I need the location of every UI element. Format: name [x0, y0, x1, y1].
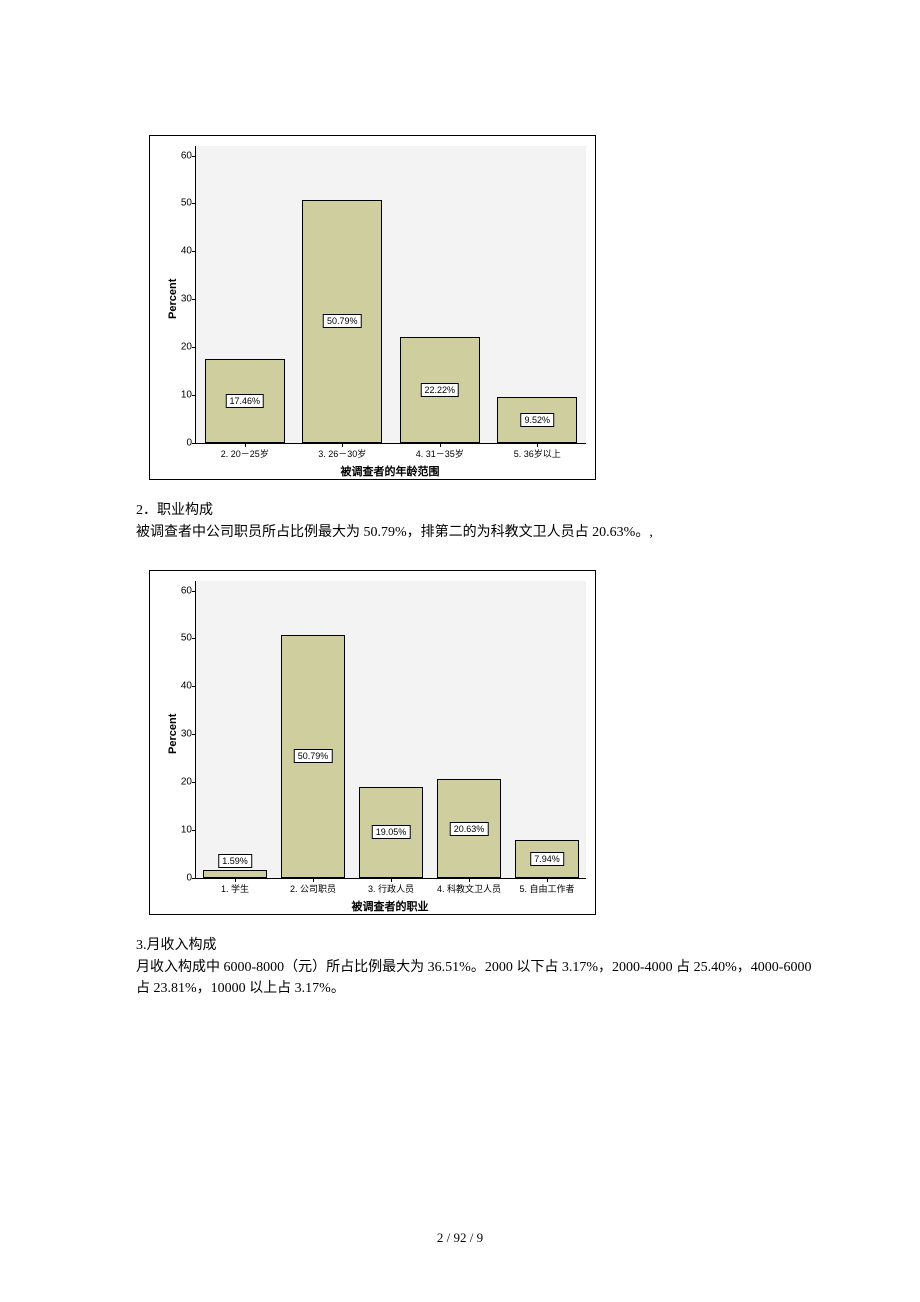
x-tick-label: 2. 公司职员: [290, 878, 336, 895]
bar-value-label: 20.63%: [450, 822, 489, 836]
x-tick-label: 5. 36岁以上: [514, 443, 561, 460]
section-3-body: 月收入构成中 6000-8000（元）所占比例最大为 36.51%。2000 以…: [136, 960, 811, 997]
section-2-body: 被调查者中公司职员所占比例最大为 50.79%，排第二的为科教文卫人员占 20.…: [136, 525, 653, 540]
plot-area: 01020304050601.59%1. 学生50.79%2. 公司职员19.0…: [195, 581, 586, 879]
y-tick-mark: [192, 347, 196, 348]
x-tick-label: 2. 20－25岁: [221, 443, 269, 460]
y-tick-mark: [192, 638, 196, 639]
x-tick-label: 3. 行政人员: [368, 878, 414, 895]
y-tick-mark: [192, 156, 196, 157]
y-axis-label: Percent: [167, 278, 179, 318]
chart-occupation: 01020304050601.59%1. 学生50.79%2. 公司职员19.0…: [149, 570, 596, 915]
bar-value-label: 1.59%: [218, 854, 252, 868]
y-tick-mark: [192, 830, 196, 831]
y-tick-mark: [192, 686, 196, 687]
bar-value-label: 9.52%: [520, 413, 554, 427]
plot-area: 010203040506017.46%2. 20－25岁50.79%3. 26－…: [195, 146, 586, 444]
x-tick-label: 4. 科教文卫人员: [437, 878, 501, 895]
page-footer: 2 / 92 / 9: [437, 1230, 483, 1246]
x-axis-label: 被调查者的职业: [352, 898, 429, 914]
x-tick-label: 1. 学生: [221, 878, 249, 895]
y-tick-mark: [192, 591, 196, 592]
y-tick-mark: [192, 443, 196, 444]
y-axis-label: Percent: [167, 713, 179, 753]
bar-value-label: 22.22%: [420, 383, 459, 397]
y-tick-mark: [192, 878, 196, 879]
chart-age-range: 010203040506017.46%2. 20－25岁50.79%3. 26－…: [149, 135, 596, 480]
bar-value-label: 17.46%: [225, 394, 264, 408]
section-2-heading: 2．职业构成: [136, 503, 213, 518]
y-tick-mark: [192, 782, 196, 783]
section-3-heading: 3.月收入构成: [136, 938, 217, 953]
section-3-text: 3.月收入构成 月收入构成中 6000-8000（元）所占比例最大为 36.51…: [136, 935, 816, 1000]
page: 010203040506017.46%2. 20－25岁50.79%3. 26－…: [0, 0, 920, 1302]
bar-value-label: 50.79%: [294, 749, 333, 763]
bar-value-label: 50.79%: [323, 314, 362, 328]
y-tick-mark: [192, 251, 196, 252]
x-tick-label: 3. 26－30岁: [318, 443, 366, 460]
section-2-text: 2．职业构成 被调查者中公司职员所占比例最大为 50.79%，排第二的为科教文卫…: [136, 500, 796, 543]
x-tick-label: 5. 自由工作者: [519, 878, 574, 895]
y-tick-mark: [192, 299, 196, 300]
bar-value-label: 7.94%: [530, 852, 564, 866]
y-tick-mark: [192, 203, 196, 204]
x-tick-label: 4. 31－35岁: [416, 443, 464, 460]
y-tick-mark: [192, 395, 196, 396]
y-tick-mark: [192, 734, 196, 735]
bar: [203, 870, 267, 878]
x-axis-label: 被调查者的年龄范围: [341, 463, 440, 479]
bar-value-label: 19.05%: [372, 825, 411, 839]
